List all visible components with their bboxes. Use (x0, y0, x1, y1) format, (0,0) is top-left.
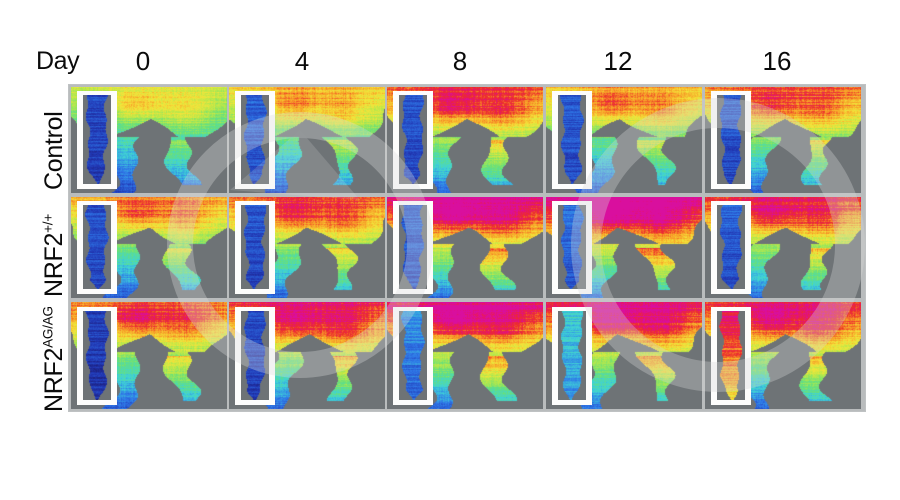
inset-interior (717, 95, 745, 184)
inset-box-nrf2-agag-day-8 (393, 307, 433, 405)
row-label-nrf2-wt-sup: +/+ (40, 213, 56, 233)
inset-canvas (241, 95, 269, 184)
inset-box-control-day-4 (235, 91, 275, 189)
inset-canvas (83, 95, 111, 184)
inset-box-nrf2-wt-day-12 (552, 201, 592, 294)
column-header-day-4: 4 (294, 46, 310, 76)
inset-box-nrf2-wt-day-16 (711, 201, 751, 294)
inset-interior (558, 311, 586, 400)
heatmap-panel-control-day-12 (546, 87, 702, 193)
heatmap-panel-nrf2-wt-day-16 (705, 197, 861, 298)
inset-interior (83, 311, 111, 400)
row-label-nrf2-agag-sup: AG/AG (40, 306, 56, 348)
inset-canvas (717, 95, 745, 184)
inset-box-nrf2-agag-day-12 (552, 307, 592, 405)
inset-interior (83, 95, 111, 184)
inset-canvas (399, 205, 427, 289)
inset-canvas (558, 95, 586, 184)
row-label-control: Control (40, 112, 69, 191)
heatmap-panel-control-day-8 (387, 87, 543, 193)
inset-canvas (83, 311, 111, 400)
inset-box-nrf2-agag-day-16 (711, 307, 751, 405)
panel-row-nrf2-wt (69, 197, 867, 298)
inset-box-nrf2-wt-day-0 (77, 201, 117, 294)
inset-interior (717, 311, 745, 400)
heatmap-panel-nrf2-wt-day-8 (387, 197, 543, 298)
column-header-day-16: 16 (762, 46, 792, 76)
row-label-nrf2-wt: NRF2+/+ (40, 214, 69, 297)
inset-interior (83, 205, 111, 289)
column-header-day-12: 12 (603, 46, 633, 76)
inset-canvas (558, 311, 586, 400)
inset-box-control-day-16 (711, 91, 751, 189)
day-axis-label: Day (36, 47, 80, 75)
heatmap-panel-nrf2-agag-day-4 (229, 302, 385, 409)
inset-canvas (83, 205, 111, 289)
heatmap-panel-nrf2-agag-day-8 (387, 302, 543, 409)
inset-interior (558, 205, 586, 289)
inset-canvas (717, 205, 745, 289)
row-label-control-text: Control (40, 111, 68, 191)
inset-interior (399, 311, 427, 400)
heatmap-panel-nrf2-wt-day-4 (229, 197, 385, 298)
inset-interior (399, 95, 427, 184)
inset-interior (241, 95, 269, 184)
heatmap-panel-control-day-16 (705, 87, 861, 193)
day-axis-header: Day 0 4 8 12 16 (0, 46, 900, 80)
inset-canvas (399, 311, 427, 400)
heatmap-panel-nrf2-agag-day-0 (71, 302, 227, 409)
column-header-day-8: 8 (452, 46, 468, 76)
inset-interior (241, 311, 269, 400)
heatmap-panel-nrf2-wt-day-0 (71, 197, 227, 298)
inset-interior (399, 205, 427, 289)
inset-box-control-day-8 (393, 91, 433, 189)
inset-interior (717, 205, 745, 289)
panel-grid (68, 84, 866, 412)
row-label-nrf2-agag: NRF2AG/AG (40, 306, 69, 412)
inset-box-nrf2-agag-day-4 (235, 307, 275, 405)
panel-row-nrf2-agag (69, 302, 867, 409)
heatmap-panel-nrf2-agag-day-12 (546, 302, 702, 409)
heatmap-panel-control-day-4 (229, 87, 385, 193)
inset-interior (558, 95, 586, 184)
heatmap-panel-nrf2-agag-day-16 (705, 302, 861, 409)
inset-canvas (717, 311, 745, 400)
heatmap-panel-control-day-0 (71, 87, 227, 193)
column-header-day-0: 0 (135, 46, 151, 76)
panel-row-control (69, 87, 867, 193)
inset-canvas (241, 205, 269, 289)
heatmap-panel-nrf2-wt-day-12 (546, 197, 702, 298)
inset-box-control-day-0 (77, 91, 117, 189)
inset-box-nrf2-wt-day-4 (235, 201, 275, 294)
inset-canvas (558, 205, 586, 289)
row-label-nrf2-wt-text: NRF2 (40, 232, 68, 297)
inset-interior (241, 205, 269, 289)
inset-box-control-day-12 (552, 91, 592, 189)
inset-canvas (241, 311, 269, 400)
row-label-nrf2-agag-text: NRF2 (40, 347, 68, 412)
inset-box-nrf2-wt-day-8 (393, 201, 433, 294)
inset-canvas (399, 95, 427, 184)
inset-box-nrf2-agag-day-0 (77, 307, 117, 405)
